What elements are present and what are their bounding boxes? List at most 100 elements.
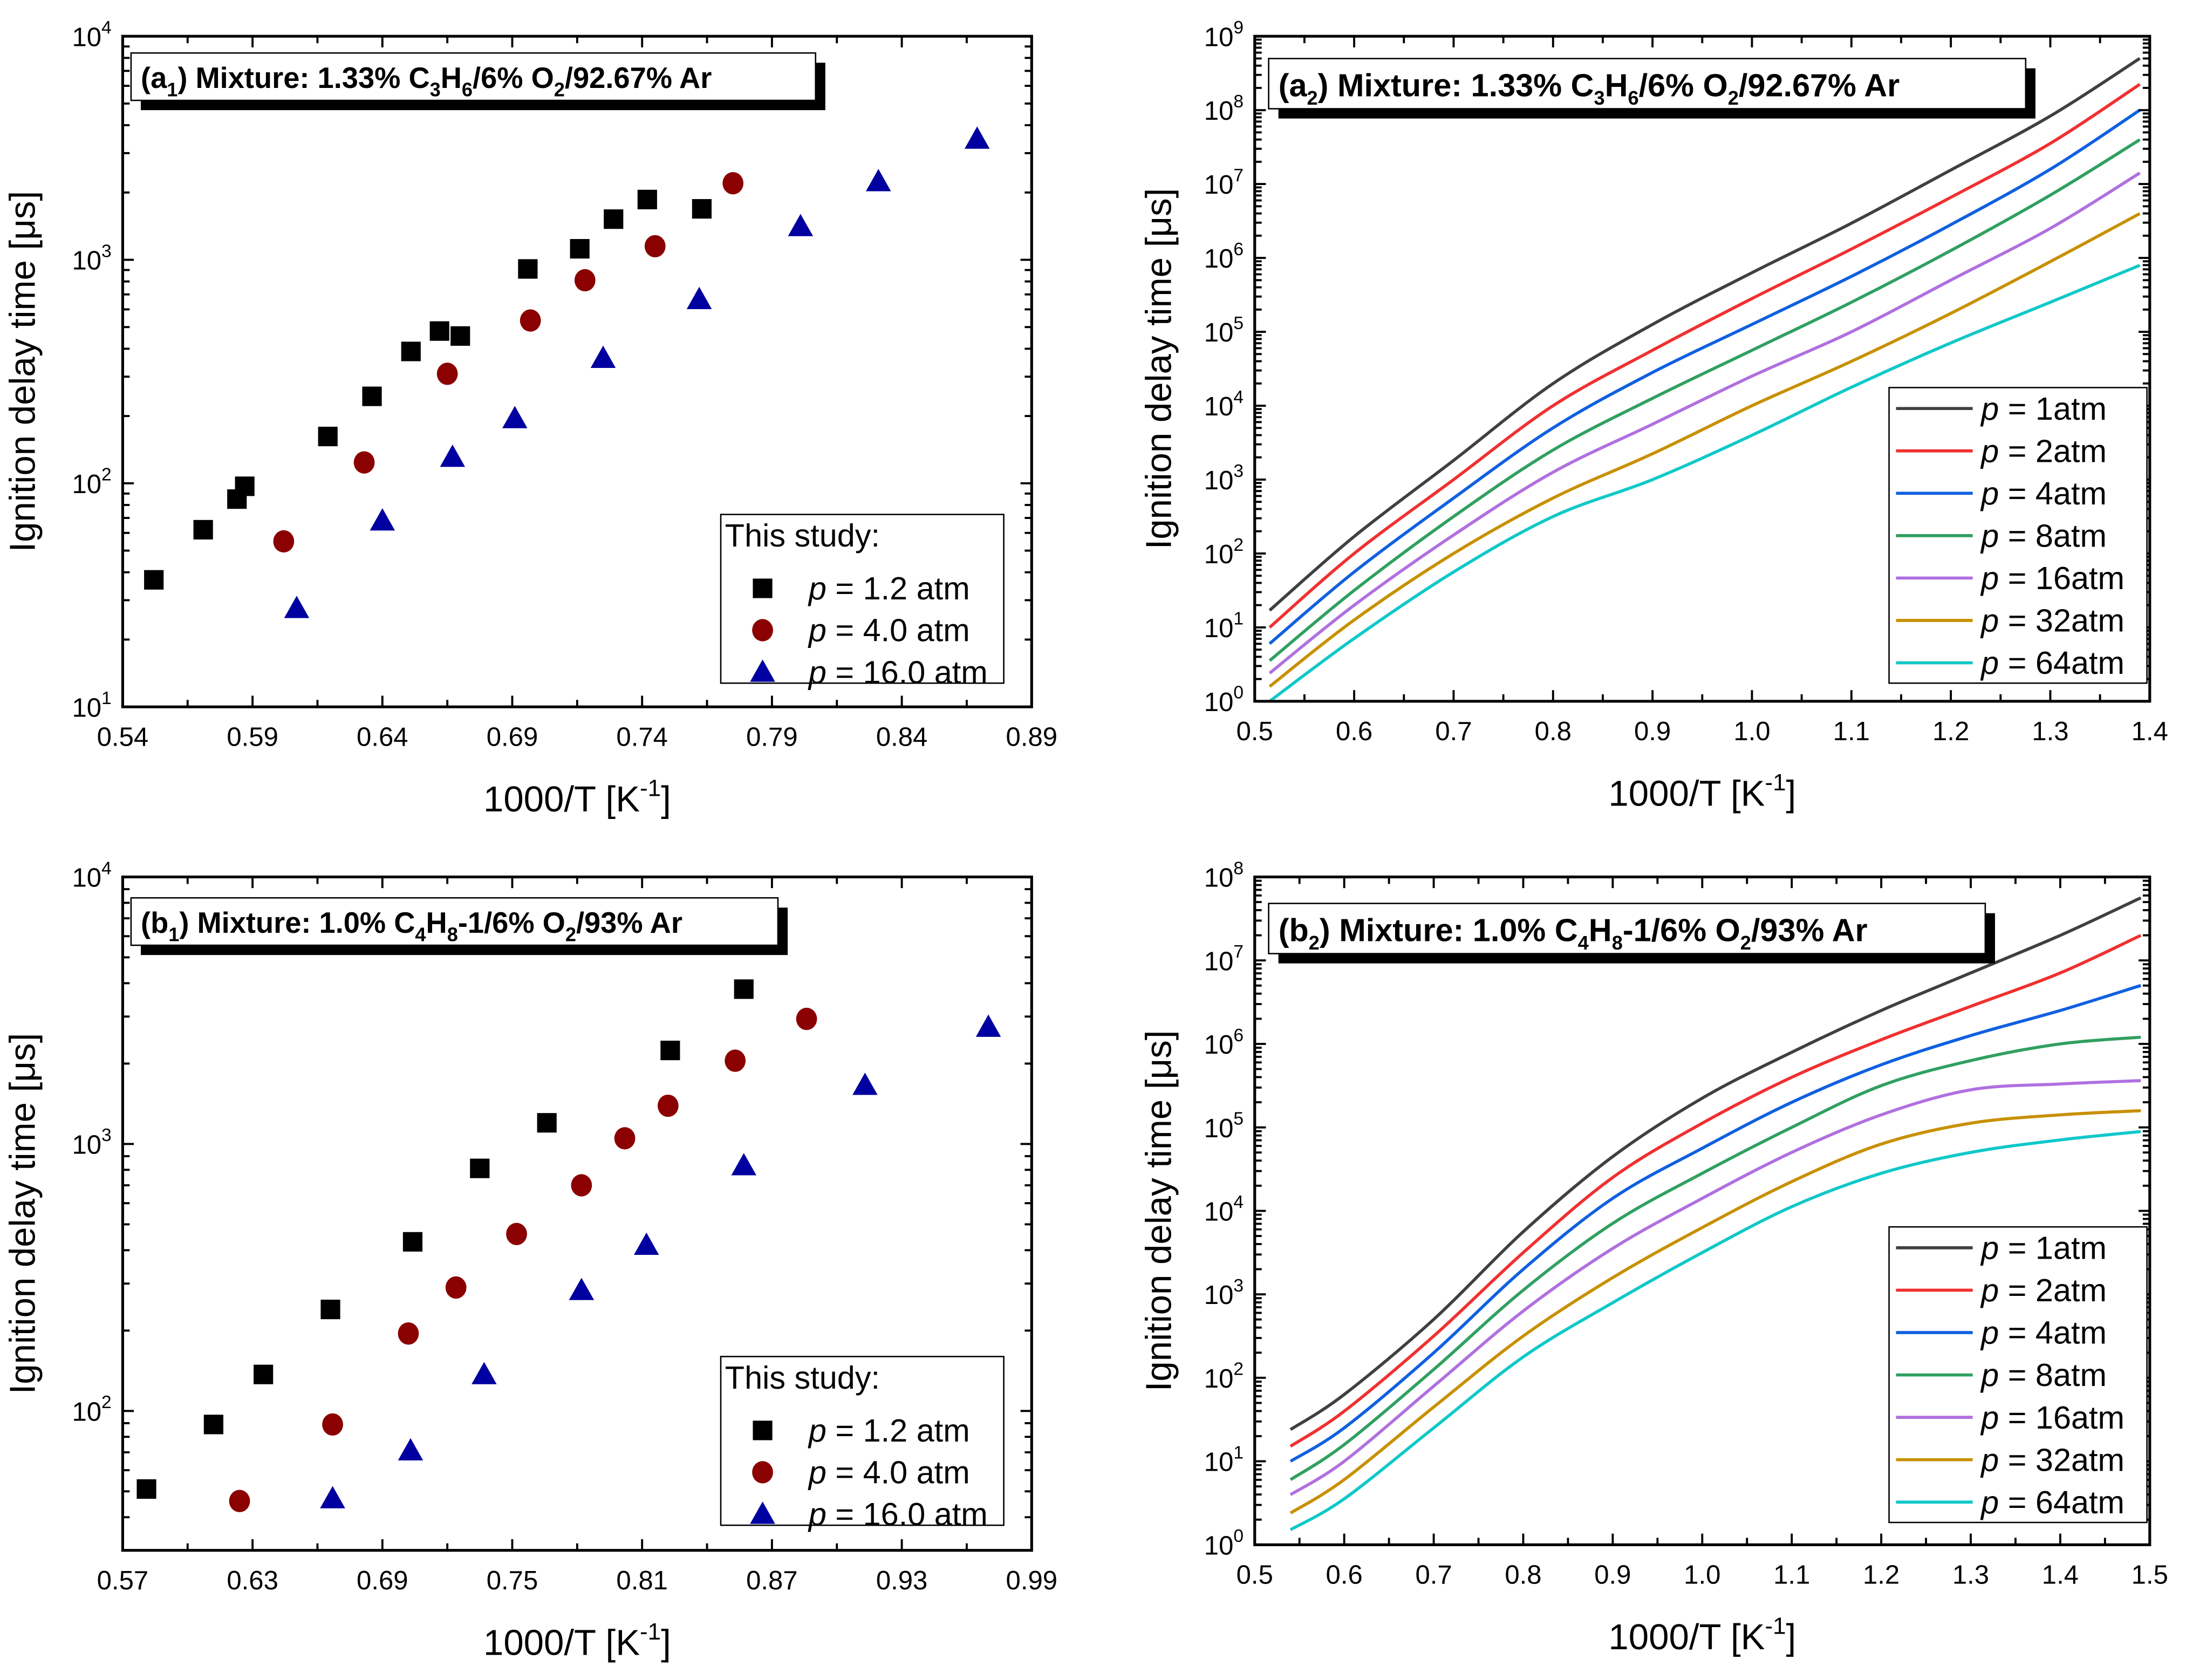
x-tick-label: 0.59 [227,723,278,752]
legend-label-p: p [1980,1272,1999,1308]
y-tick-label: 104 [1204,1192,1244,1226]
y-tick-exponent: 0 [1233,1526,1244,1546]
y-tick-exponent: 4 [101,18,112,38]
y-tick-exponent: 4 [1233,387,1244,407]
legend-label-p: p [1980,603,1999,639]
y-tick-label: 102 [72,465,111,499]
x-tick-label: 0.7 [1435,717,1472,746]
legend-label-value: = 4.0 atm [826,1454,970,1491]
y-tick-exponent: 6 [1233,240,1244,259]
panel-a2: 0.5 0.6 0.7 0.8 0.9 1.0 1.1 1.2 1.3 1.41001011021… [1139,18,2168,814]
x-tick-label: 1.4 [2042,1561,2079,1590]
legend-label: p = 16.0 atm [808,654,988,690]
panel-title-part: 1 [167,78,177,100]
y-tick-label: 105 [1204,313,1244,347]
panel-title-part: 8 [447,923,458,945]
panel-title-part: (a [1279,67,1308,103]
y-tick-label: 103 [72,1125,111,1159]
x-axis-label-part: ] [1786,774,1796,814]
panel-title-part: H [1589,912,1612,948]
data-point-circle [506,1223,527,1245]
plot-area [1268,57,2141,703]
data-point-circle [273,530,295,553]
legend-label: p = 1.2 atm [808,1412,970,1449]
data-point-square [429,321,449,341]
data-point-circle [657,1094,679,1117]
x-axis-label-part: ] [661,779,671,819]
y-tick-base: 10 [1204,1364,1234,1394]
panel-title-part: /92.67% Ar [1739,67,1900,103]
legend-label-p: p [808,1454,826,1491]
data-point-triangle [975,1014,1001,1037]
data-point-triangle [284,596,310,618]
series-line-p-2atm [1289,934,2142,1448]
data-point-circle [796,1007,817,1030]
legend-item: p = 1atm [1896,391,2107,427]
panel-title-part: ) Mixture: 1.0% C [179,907,415,939]
legend-item: p = 32atm [1896,603,2124,639]
legend-item: p = 1.2 atm [753,570,970,606]
legend-item: p = 4.0 atm [752,1454,970,1491]
legend-label-value: = 16.0 atm [826,654,988,690]
legend-item: p = 16atm [1896,560,2124,596]
y-tick-base: 10 [72,864,101,893]
data-point-circle [353,451,375,474]
x-tick-label: 0.5 [1237,1561,1273,1590]
y-tick-label: 102 [1204,1360,1244,1394]
data-point-circle [229,1490,250,1512]
data-point-circle [614,1127,636,1150]
data-point-triangle [502,406,528,428]
x-axis-label-part: 1000/T [K [483,1622,640,1663]
legend-marker-square [753,578,773,598]
legend-label: p = 2atm [1980,433,2107,469]
panel-title: (b2) Mixture: 1.0% C4H8-1/6% O2/93% Ar [1279,912,1868,954]
y-tick-label: 108 [1204,92,1244,126]
y-tick-exponent: 4 [1233,1192,1244,1212]
data-point-square [637,189,657,209]
y-tick-base: 10 [1204,614,1234,643]
legend-label-value: = 2atm [1999,1272,2107,1308]
panel-title-part: /93% Ar [576,907,682,939]
legend-label: p = 16atm [1980,1399,2124,1436]
y-tick-label: 102 [1204,535,1244,569]
legend-label: p = 2atm [1980,1272,2107,1308]
x-tick-label: 0.69 [487,723,538,752]
y-tick-base: 10 [1204,1030,1234,1060]
legend-label-value: = 32atm [1999,1442,2124,1478]
x-tick-label: 0.7 [1415,1561,1452,1590]
data-point-triangle [320,1486,345,1508]
legend-item: p = 16.0 atm [750,1496,988,1532]
panel-title-part: /93% Ar [1751,912,1868,948]
y-tick-exponent: 2 [1233,535,1244,555]
series-line-p-16atm [1268,172,2141,675]
legend-label-value: = 16atm [1999,1399,2124,1436]
legend-label: p = 4.0 atm [808,612,970,648]
y-tick-base: 10 [72,1397,101,1426]
legend-box [720,514,1005,684]
x-tick-label: 0.74 [616,723,668,752]
data-point-square [318,426,338,447]
legend-label: p = 4.0 atm [808,1454,970,1491]
legend-label-p: p [808,1496,826,1532]
y-tick-label: 105 [1204,1109,1244,1143]
plot-area [144,126,990,618]
x-axis-label-part: ] [1786,1617,1796,1657]
x-tick-label: 0.84 [876,723,928,752]
title-box [130,52,817,101]
panel-title-part: H [441,62,462,94]
legend-label-p: p [808,570,826,606]
legend-label-value: = 64atm [1999,645,2124,681]
y-tick-base: 10 [1204,392,1234,421]
panel-title-part: 2 [565,923,576,945]
panel-a1: 0.54 0.59 0.64 0.69 0.74 0.79 0.84 0.8910110210… [3,18,1057,819]
y-tick-label: 100 [1204,683,1244,717]
y-tick-exponent: 4 [101,858,112,878]
panel-title-part: (b [1279,912,1309,948]
x-axis-label-part: -1 [640,1618,661,1645]
y-tick-exponent: 8 [1233,92,1244,112]
legend-label-p: p [1980,475,1999,511]
data-point-square [203,1415,223,1435]
legend-label-value: = 4.0 atm [826,612,970,648]
data-point-square [136,1479,156,1499]
panel-title: (a1) Mixture: 1.33% C3H6/6% O2/92.67% Ar [141,62,712,101]
